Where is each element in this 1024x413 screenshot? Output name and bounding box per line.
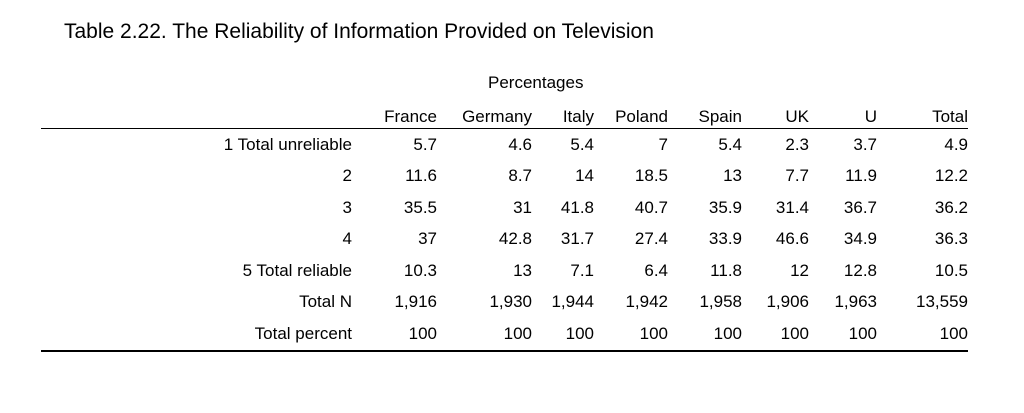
column-header-u: U [809,100,877,129]
row-label: 4 [342,229,352,249]
table-cell: 31.7 [560,229,594,249]
row-label: 3 [342,197,352,217]
table-cell: 5.4 [718,134,742,154]
table-cell: 1,958 [699,292,742,312]
table-cell: 27.4 [634,229,668,249]
row-label: 1 Total unreliable [223,134,352,154]
table-row: 3 35.5 31 41.8 40.7 35.9 31.4 36.7 36.2 [41,192,968,224]
table-cell: 100 [668,318,742,352]
table-cell: 12.2 [934,166,968,186]
table-cell: 35.9 [708,197,742,217]
table-cell: 100 [352,318,437,352]
table-cell: 10.3 [403,260,437,280]
table-cell: 7 [658,134,668,154]
table-cell: 1,963 [834,292,877,312]
table-cell: 7.1 [570,260,594,280]
row-label: 2 [342,166,352,186]
column-header-spain: Spain [668,100,742,129]
column-header-france: France [352,100,437,129]
table-cell: 7.7 [785,166,809,186]
table-cell: 46.6 [775,229,809,249]
table-cell: 33.9 [708,229,742,249]
table-cell: 4.6 [508,134,532,154]
table-cell: 100 [809,318,877,352]
table-cell: 100 [742,318,809,352]
table-subtitle: Percentages [488,73,584,92]
table-row: Total percent 100 100 100 100 100 100 10… [41,318,968,352]
table-row: 4 37 42.8 31.7 27.4 33.9 46.6 34.9 36.3 [41,224,968,256]
table-cell: 31 [513,197,532,217]
table-cell: 35.5 [403,197,437,217]
table-cell: 1,906 [766,292,809,312]
table-cell: 31.4 [775,197,809,217]
table-cell: 14 [575,166,594,186]
table-cell: 1,916 [394,292,437,312]
column-header-poland: Poland [594,100,668,129]
row-label: Total N [299,292,352,312]
table-cell: 40.7 [634,197,668,217]
table-row: 2 11.6 8.7 14 18.5 13 7.7 11.9 12.2 [41,161,968,193]
header-row: France Germany Italy Poland Spain UK U T… [41,100,968,129]
table-cell: 11.6 [405,166,437,186]
column-header-total: Total [877,100,968,129]
table-cell: 42.8 [498,229,532,249]
table-cell: 1,930 [489,292,532,312]
table-cell: 13 [723,166,742,186]
data-table: France Germany Italy Poland Spain UK U T… [41,100,968,352]
table-cell: 12.8 [843,260,877,280]
table-cell: 36.2 [934,197,968,217]
table-cell: 11.9 [845,166,877,186]
column-header-germany: Germany [437,100,532,129]
table-cell: 1,944 [551,292,594,312]
table-cell: 18.5 [634,166,668,186]
table-row: 1 Total unreliable 5.7 4.6 5.4 7 5.4 2.3… [41,129,968,161]
table-cell: 34.9 [843,229,877,249]
table-cell: 100 [437,318,532,352]
row-label: 5 Total reliable [242,260,352,280]
table-cell: 100 [594,318,668,352]
table-cell: 2.3 [785,134,809,154]
header-corner [41,100,352,129]
table-cell: 4.9 [944,134,968,154]
table-cell: 37 [418,229,437,249]
table-title: Table 2.22. The Reliability of Informati… [64,20,654,43]
column-header-italy: Italy [532,100,594,129]
table-cell: 11.8 [710,260,742,280]
table-cell: 41.8 [560,197,594,217]
table-cell: 8.7 [508,166,532,186]
row-label: Total percent [41,318,352,352]
table-cell: 12 [790,260,809,280]
table-row: 5 Total reliable 10.3 13 7.1 6.4 11.8 12… [41,255,968,287]
table-cell: 6.4 [644,260,668,280]
table-row: Total N 1,916 1,930 1,944 1,942 1,958 1,… [41,287,968,319]
table-cell: 13 [513,260,532,280]
table-cell: 5.4 [570,134,594,154]
table-cell: 10.5 [934,260,968,280]
table-cell: 13,559 [916,292,968,312]
table-cell: 1,942 [625,292,668,312]
table-cell: 36.3 [934,229,968,249]
table-cell: 3.7 [853,134,877,154]
table-cell: 5.7 [413,134,437,154]
table-cell: 36.7 [843,197,877,217]
table-cell: 100 [877,318,968,352]
table-cell: 100 [532,318,594,352]
column-header-uk: UK [742,100,809,129]
